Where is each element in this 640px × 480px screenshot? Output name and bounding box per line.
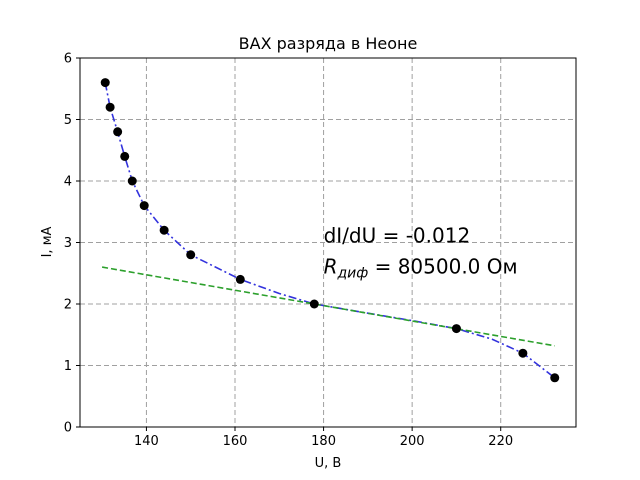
grid (80, 57, 576, 428)
data-point (100, 78, 110, 88)
tangent-line (101, 266, 555, 347)
data-point (451, 324, 461, 334)
resistance-subscript: диф (336, 265, 368, 281)
y-tick-label: 6 (64, 52, 72, 67)
slope-annotation: dI/dU = -0.012 (324, 224, 471, 248)
data-point (127, 176, 137, 186)
data-point (550, 373, 560, 383)
data-point (235, 274, 245, 284)
resistance-value: = 80500.0 Ом (368, 254, 517, 278)
y-tick-label: 1 (64, 359, 72, 374)
data-point (120, 151, 130, 161)
y-axis-label: I, мА (40, 227, 55, 258)
x-tick-label: 140 (134, 434, 159, 449)
y-tick-label: 5 (64, 113, 72, 128)
data-point (159, 225, 169, 235)
data-point (518, 348, 528, 358)
x-tick-label: 180 (311, 434, 336, 449)
y-tick-label: 2 (64, 298, 72, 313)
x-axis-label: U, В (315, 456, 342, 471)
x-tick-label: 160 (223, 434, 248, 449)
resistance-annotation: Rдиф = 80500.0 Ом (324, 254, 518, 281)
x-tick-label: 200 (400, 434, 425, 449)
axis-ticks: 140 160 180 200 220 0 1 2 3 4 5 6 (64, 52, 513, 450)
data-point (309, 299, 319, 309)
plot-series (100, 78, 560, 383)
data-point (113, 127, 123, 137)
data-point (105, 102, 115, 112)
data-point (139, 201, 149, 211)
y-tick-label: 4 (64, 175, 72, 190)
x-tick-label: 220 (488, 434, 513, 449)
annotations: dI/dU = -0.012 Rдиф = 80500.0 Ом (324, 224, 518, 282)
data-point (186, 250, 196, 260)
chart-title: ВАХ разряда в Неоне (239, 34, 418, 53)
y-tick-label: 3 (64, 236, 72, 251)
y-tick-label: 0 (64, 421, 72, 436)
resistance-symbol: R (324, 254, 338, 278)
